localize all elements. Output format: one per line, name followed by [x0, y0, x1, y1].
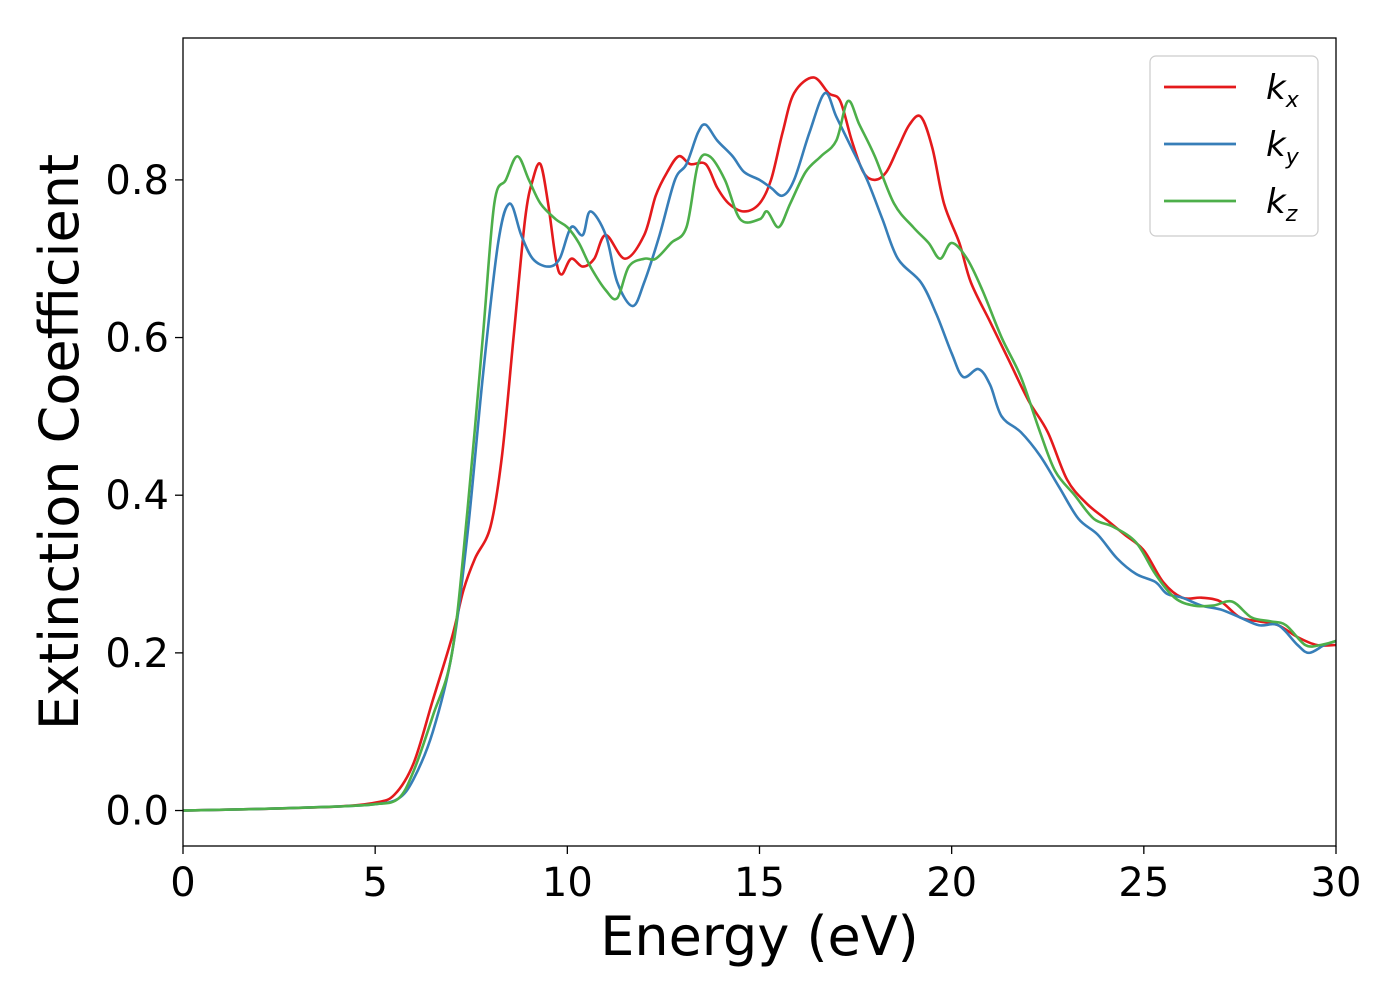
x-axis-title: Energy (eV)	[600, 905, 919, 968]
x-tick-label: 10	[542, 860, 593, 906]
legend-label-subscript: y	[1285, 145, 1300, 170]
legend-box	[1149, 55, 1319, 237]
legend-label: kz	[1266, 182, 1298, 227]
x-tick-label: 20	[926, 860, 977, 906]
x-axis-ticks: 0 5 10 15 20 25 30	[170, 846, 1361, 906]
legend-label: ky	[1266, 125, 1300, 170]
legend-label-subscript: x	[1285, 88, 1300, 113]
legend-label-main: k	[1266, 182, 1287, 222]
y-tick-label: 0.4	[105, 473, 169, 519]
x-tick-label: 0	[170, 860, 195, 906]
series-line-k-y	[183, 91, 1336, 812]
y-axis-title: Extinction Coefficient	[28, 154, 91, 730]
x-tick-label: 5	[362, 860, 387, 906]
series-line-k-x	[183, 76, 1336, 812]
y-tick-label: 0.2	[105, 631, 169, 677]
legend-label-subscript: z	[1285, 202, 1298, 227]
y-tick-label: 0.6	[105, 316, 169, 362]
y-tick-label: 0.0	[105, 789, 169, 835]
x-tick-label: 15	[734, 860, 785, 906]
legend-label-main: k	[1266, 125, 1287, 165]
x-tick-label: 25	[1118, 860, 1169, 906]
series-layer	[183, 76, 1336, 812]
series-line-k-z	[183, 99, 1336, 812]
y-tick-label: 0.8	[105, 158, 169, 204]
legend-label: kx	[1266, 68, 1300, 113]
y-axis-ticks: 0.0 0.2 0.4 0.6 0.8	[105, 158, 183, 835]
x-tick-label: 30	[1311, 860, 1362, 906]
legend-label-main: k	[1266, 68, 1287, 108]
